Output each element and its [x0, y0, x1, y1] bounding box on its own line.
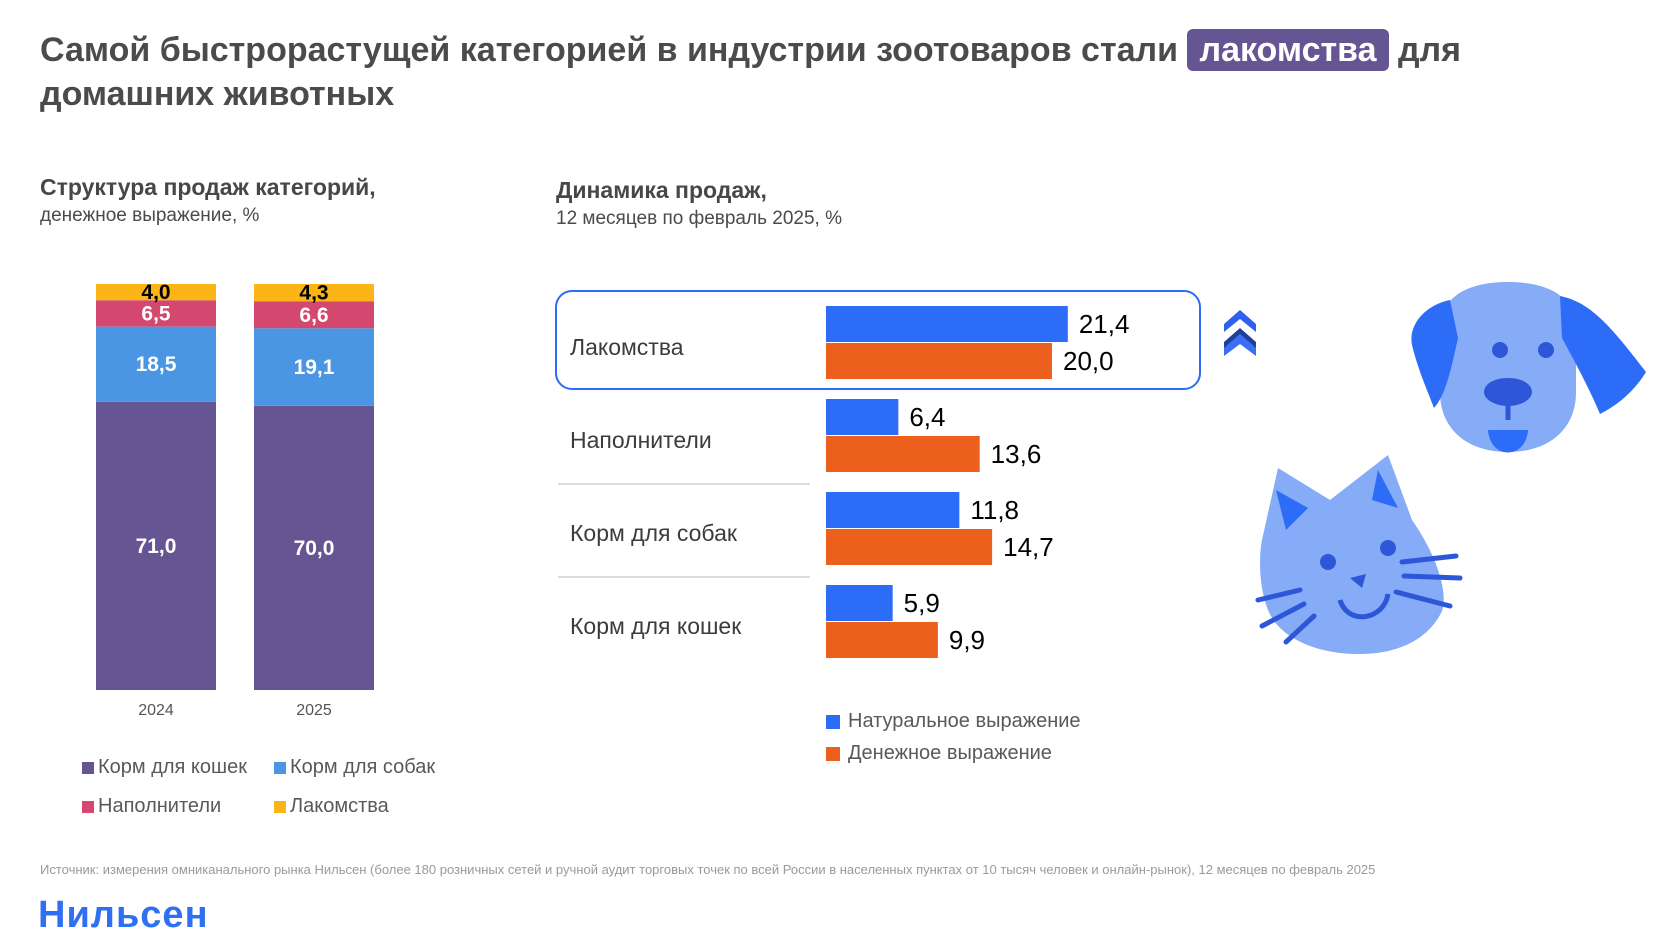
- stacked-bar-chart: 71,0 18,5 6,54,0 2024 70,0 19,1 6,64,3 2025: [96, 281, 374, 719]
- dog-icon: [1411, 282, 1646, 453]
- stacked-bar-2025-корм-для-собак: [254, 328, 374, 406]
- legend-item-volume: Натуральное выражение: [826, 710, 1081, 733]
- category-label-корм-для-собак: Корм для собак: [570, 520, 738, 546]
- hbar-label-корм-для-кошек-натуральное-выражение: 5,9: [904, 588, 940, 618]
- legend-swatch-cat-food: [82, 761, 94, 774]
- hbar-корм-для-кошек-натуральное-выражение: [826, 585, 893, 621]
- hbar-label-наполнители-натуральное-выражение: 6,4: [909, 402, 945, 432]
- stacked-bar-label-2024-лакомства: 4,0: [141, 281, 170, 304]
- stacked-bar-2024-корм-для-собак: [96, 326, 216, 402]
- hbar-label-корм-для-кошек-денежное-выражение: 9,9: [949, 625, 985, 655]
- stacked-bar-label-2025-корм-для-собак: 19,1: [294, 356, 335, 379]
- title-highlight: лакомства: [1187, 29, 1389, 71]
- right-chart-heading: Динамика продаж,: [556, 177, 767, 203]
- stacked-bar-label-2025-лакомства: 4,3: [299, 282, 328, 305]
- hbar-лакомства-денежное-выражение: [826, 343, 1052, 379]
- stacked-bar-label-2024-корм-для-собак: 18,5: [136, 353, 177, 376]
- double-chevron-up-icon: [1224, 310, 1256, 356]
- hbar-label-корм-для-собак-натуральное-выражение: 11,8: [970, 495, 1019, 525]
- legend-label-volume: Натуральное выражение: [848, 710, 1081, 732]
- right-chart-note: 12 месяцев по февраль 2025, %: [556, 208, 842, 229]
- stacked-bar-2025-наполнители: [254, 301, 374, 329]
- left-chart-heading: Структура продаж категорий,: [40, 174, 376, 200]
- stacked-bar-2024-лакомства: [96, 284, 216, 301]
- hbar-наполнители-денежное-выражение: [826, 436, 980, 472]
- stacked-bar-label-2025-наполнители: 6,6: [299, 304, 328, 327]
- legend-item-fillers: Наполнители: [82, 795, 221, 818]
- legend-item-cat-food: Корм для кошек: [82, 756, 247, 779]
- hbar-корм-для-собак-натуральное-выражение: [826, 492, 960, 528]
- hbar-лакомства-натуральное-выражение: [826, 306, 1068, 342]
- x-tick-2025: 2025: [296, 702, 332, 719]
- cat-icon: [1255, 455, 1463, 654]
- stacked-bar-2025-корм-для-кошек: [254, 405, 374, 690]
- category-label-корм-для-кошек: Корм для кошек: [570, 613, 742, 639]
- category-label-наполнители: Наполнители: [570, 427, 712, 453]
- hbar-корм-для-кошек-денежное-выражение: [826, 622, 938, 658]
- page-title: Самой быстрорастущей категорией в индуст…: [40, 28, 1600, 116]
- highlight-frame: [555, 290, 1201, 390]
- legend-item-value: Денежное выражение: [826, 742, 1052, 765]
- left-chart-note: денежное выражение, %: [40, 205, 260, 226]
- title-part-2: для домашних животных: [40, 31, 1461, 113]
- stacked-bar-label-2024-корм-для-кошек: 71,0: [136, 535, 177, 558]
- legend-swatch-treats: [274, 800, 286, 813]
- hbar-label-лакомства-натуральное-выражение: 21,4: [1079, 309, 1130, 339]
- stacked-bar-2024-наполнители: [96, 300, 216, 327]
- legend-item-treats: Лакомства: [274, 795, 389, 818]
- hbar-label-лакомства-денежное-выражение: 20,0: [1063, 346, 1114, 376]
- legend-label-fillers: Наполнители: [98, 795, 222, 817]
- hbar-label-корм-для-собак-денежное-выражение: 14,7: [1003, 532, 1054, 562]
- category-label-лакомства: Лакомства: [570, 334, 684, 360]
- hbar-label-наполнители-денежное-выражение: 13,6: [991, 439, 1042, 469]
- source-note: Источник: измерения омниканального рынка…: [40, 862, 1376, 877]
- stacked-bar-label-2025-корм-для-кошек: 70,0: [294, 537, 335, 560]
- legend-swatch-dog-food: [274, 761, 286, 774]
- legend-label-value: Денежное выражение: [848, 742, 1052, 764]
- x-tick-2024: 2024: [138, 702, 174, 719]
- legend-item-dog-food: Корм для собак: [274, 756, 435, 779]
- legend-swatch-value: [826, 746, 840, 761]
- legend-swatch-volume: [826, 714, 840, 729]
- legend-label-cat-food: Корм для кошек: [98, 756, 247, 778]
- horizontal-bar-chart: Лакомства 21,4 20,0 Наполнители 6,4 13,6 Корм …: [555, 290, 1201, 658]
- legend-swatch-fillers: [82, 800, 94, 813]
- stacked-bar-2024-корм-для-кошек: [96, 401, 216, 690]
- nielsen-logo: Нильсен: [38, 894, 209, 936]
- legend-label-treats: Лакомства: [290, 795, 389, 817]
- title-part-1: Самой быстрорастущей категорией в индуст…: [40, 31, 1188, 69]
- legend-label-dog-food: Корм для собак: [290, 756, 436, 778]
- stacked-bar-label-2024-наполнители: 6,5: [141, 302, 171, 325]
- hbar-корм-для-собак-денежное-выражение: [826, 529, 993, 565]
- hbar-наполнители-натуральное-выражение: [826, 399, 899, 435]
- stacked-bar-2025-лакомства: [254, 284, 374, 302]
